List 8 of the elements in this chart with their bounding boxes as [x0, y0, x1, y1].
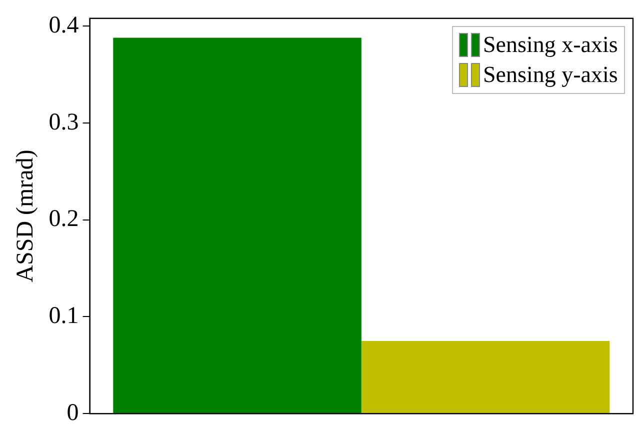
y-tick-label: 0.4 [48, 12, 79, 38]
y-tick-label: 0 [66, 400, 79, 426]
y-tick-label: 0.1 [48, 303, 79, 330]
legend-label: Sensing x-axis [483, 32, 618, 58]
y-tick-label: 0.3 [48, 109, 79, 136]
legend-label: Sensing y-axis [483, 62, 618, 88]
y-tick-label: 0.2 [48, 206, 79, 232]
y-axis-title: ASSD (mrad) [12, 150, 39, 282]
